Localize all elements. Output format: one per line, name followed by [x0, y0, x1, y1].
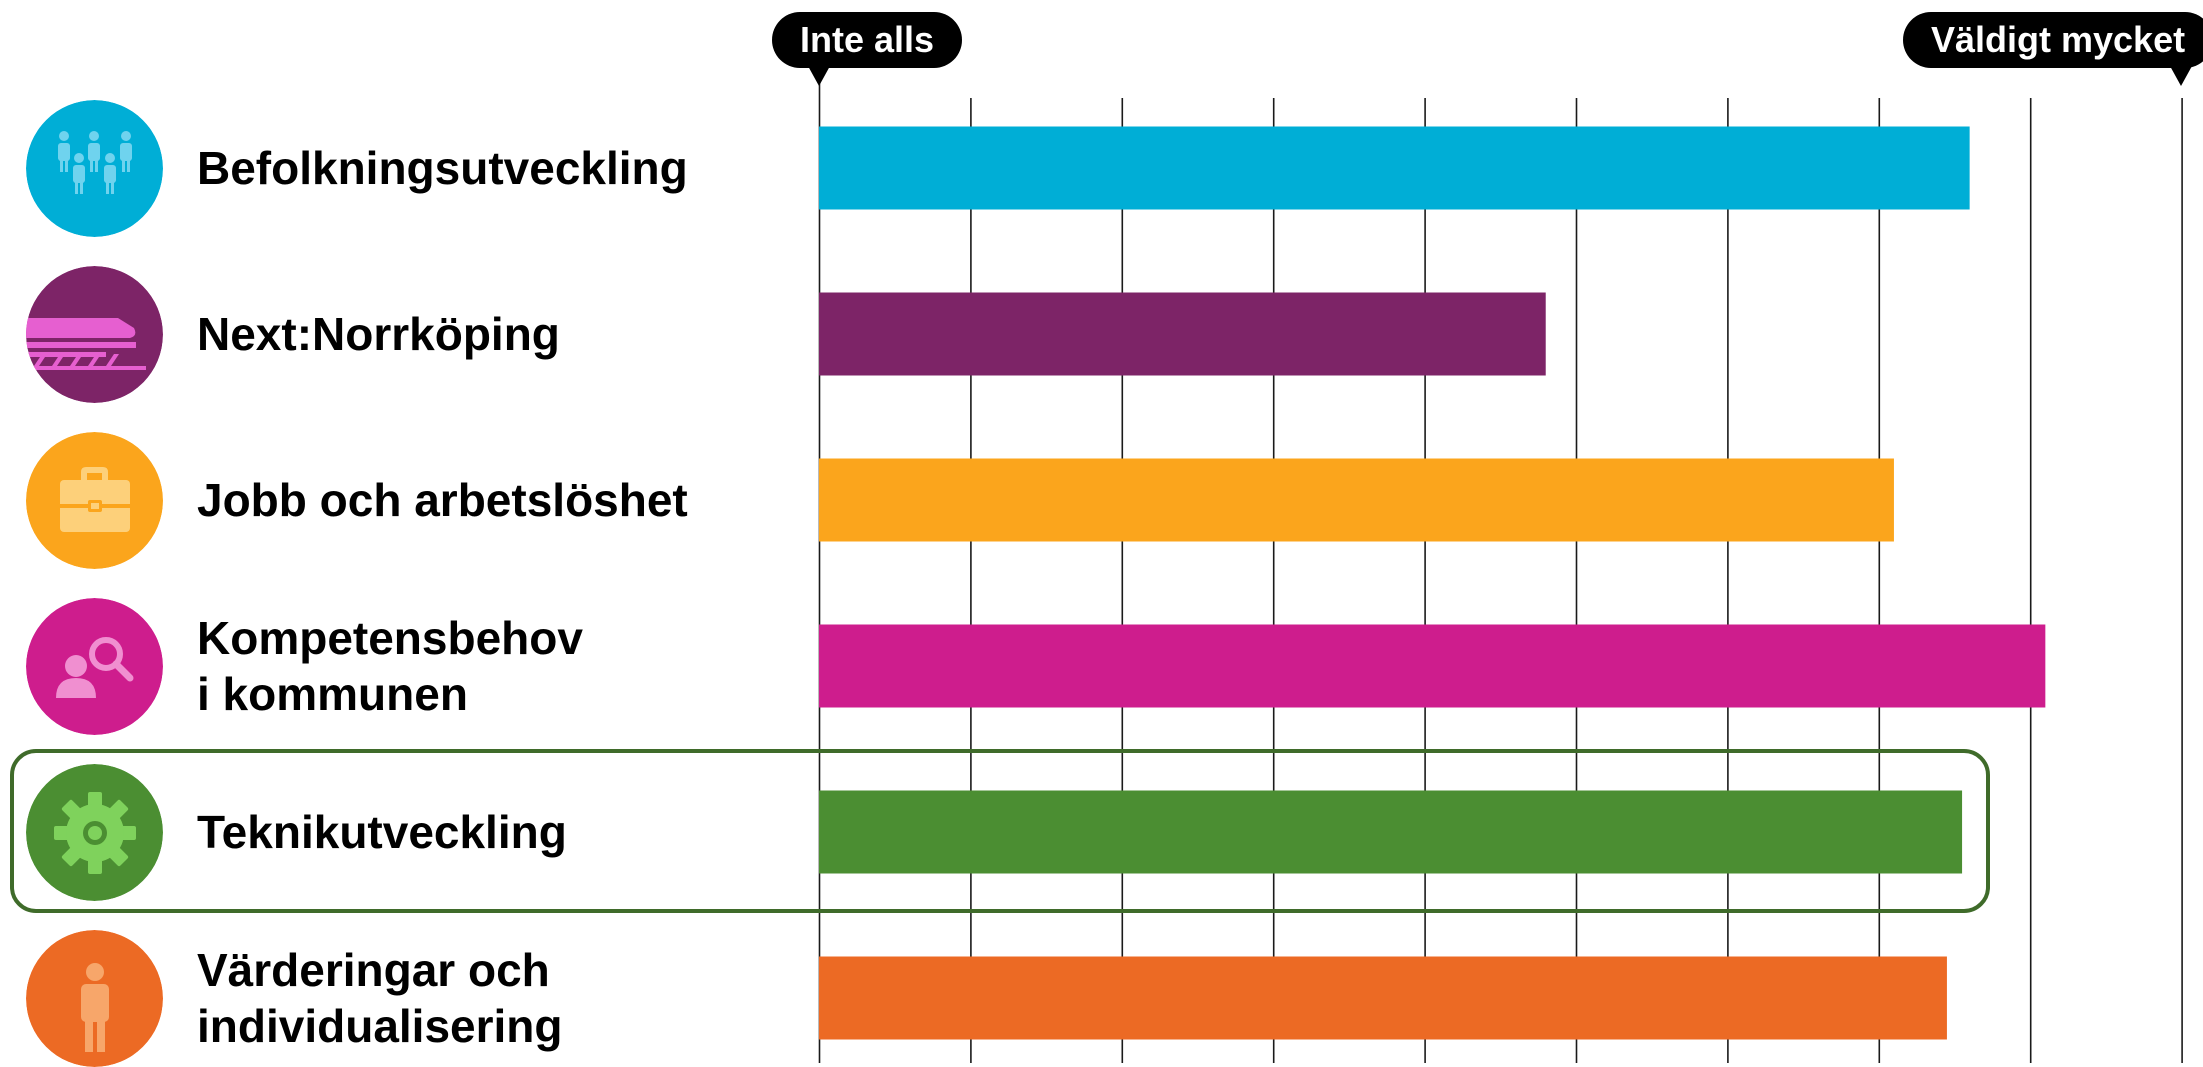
category-label-line: Kompetensbehov: [197, 612, 583, 664]
category-label-line: Jobb och arbetslöshet: [197, 474, 688, 526]
gear-icon: [26, 764, 163, 901]
scale-max-pointer: [2170, 66, 2192, 86]
category-label: Värderingar och individualisering: [197, 942, 563, 1054]
briefcase-icon: [26, 432, 163, 569]
category-label: Kompetensbehov i kommunen: [197, 610, 583, 722]
category-label-line: individualisering: [197, 1000, 563, 1052]
bar-0: [819, 126, 1970, 210]
category-label: Jobb och arbetslöshet: [197, 472, 688, 528]
category-label-line: Befolkningsutveckling: [197, 142, 688, 194]
person-icon: [26, 930, 163, 1067]
bar-3: [819, 624, 2046, 708]
category-label: Befolkningsutveckling: [197, 140, 688, 196]
category-label-line: Teknikutveckling: [197, 806, 567, 858]
scale-max-label: Väldigt mycket: [1903, 12, 2203, 68]
category-label-line: Next:Norrköping: [197, 308, 560, 360]
category-label-line: i kommunen: [197, 668, 468, 720]
people-group-icon: [26, 100, 163, 237]
bar-4: [819, 790, 1963, 874]
category-label: Next:Norrköping: [197, 306, 560, 362]
bar-2: [819, 458, 1894, 542]
highlight-frame: [10, 749, 1990, 913]
category-label: Teknikutveckling: [197, 804, 567, 860]
bar-5: [819, 956, 1947, 1040]
scale-min-label: Inte alls: [772, 12, 963, 68]
person-search-icon: [26, 598, 163, 735]
bar-1: [819, 292, 1546, 376]
train-icon: [26, 266, 163, 403]
scale-min-pointer: [808, 66, 830, 86]
category-label-line: Värderingar och: [197, 944, 550, 996]
